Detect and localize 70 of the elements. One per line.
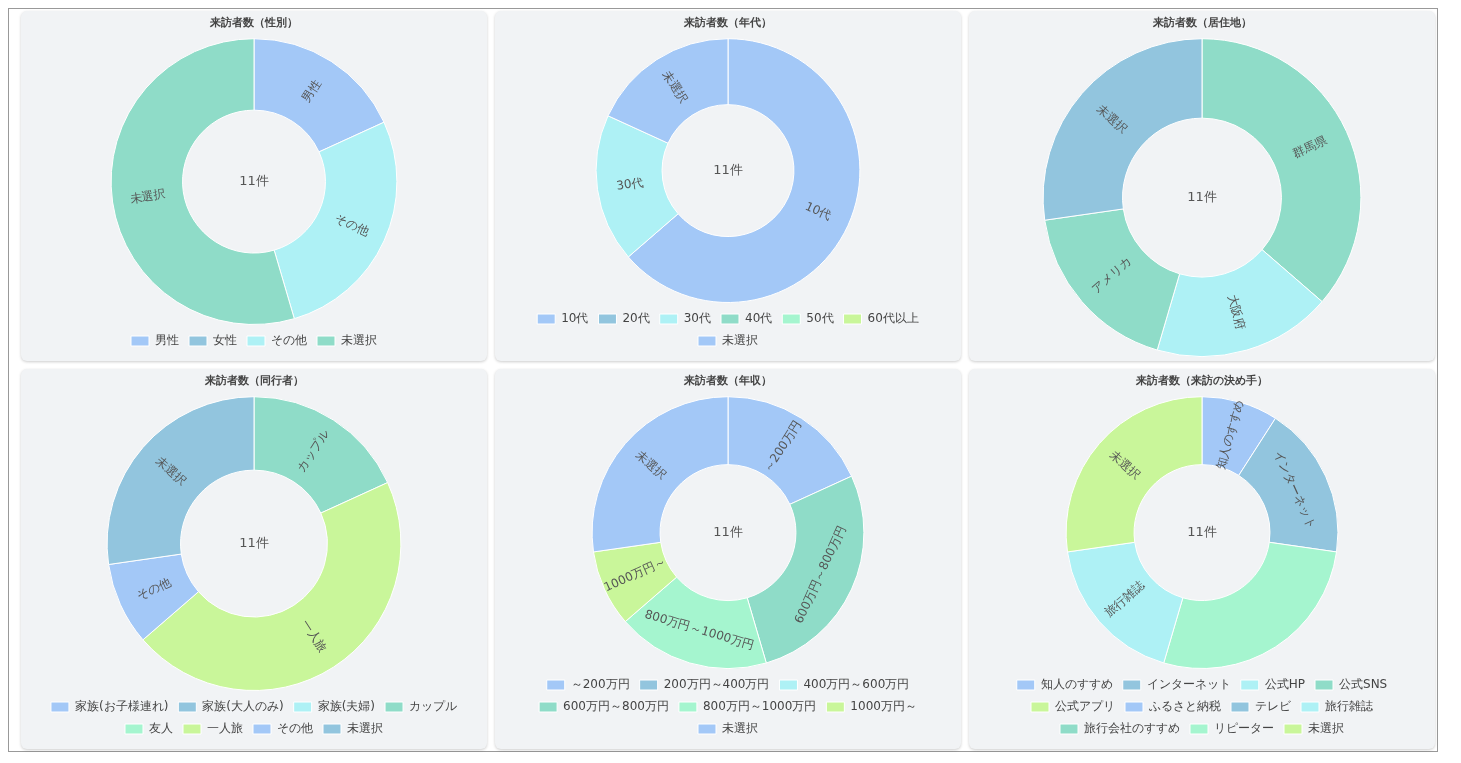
legend-label: 60代以上: [867, 311, 919, 326]
chart-title: 来訪者数（居住地）: [1151, 16, 1252, 30]
legend-label: 友人: [149, 721, 173, 736]
text: 11件: [1187, 188, 1217, 204]
legend-label: 未選択: [722, 333, 758, 348]
legend-label: その他: [277, 721, 313, 736]
slice-label: インターネット: [1271, 448, 1320, 532]
legend-label: 未選択: [722, 721, 758, 736]
legend-label: 600万円～800万円: [563, 699, 669, 714]
legend-label: 男性: [155, 333, 179, 348]
legend-label: 40代: [745, 311, 773, 326]
slice-label: その他: [332, 211, 372, 240]
slice-label: 未選択: [153, 453, 190, 488]
chart-title: 来訪者数（同行者）: [203, 374, 304, 388]
legend-label: インターネット: [1146, 677, 1231, 692]
legend-label: 50代: [806, 311, 834, 326]
slice-label: 知人のすすめ: [1213, 398, 1247, 472]
legend-label: 800万円～1000万円: [702, 699, 817, 714]
slice-label: 10代: [803, 198, 834, 223]
legend-label: 一人旅: [207, 721, 243, 736]
legend-label: 未選択: [1308, 721, 1344, 736]
legend-label: 200万円～400万円: [663, 677, 770, 692]
legend-label: テレビ: [1255, 699, 1292, 714]
legend-label: 公式HP: [1264, 677, 1306, 692]
slice-label: アメリカ: [1088, 253, 1135, 296]
legend-label: 家族(大人のみ): [202, 699, 284, 714]
legend-label: 20代: [622, 311, 650, 326]
legend-label: ～200万円: [570, 677, 630, 692]
legend-label: 400万円～600万円: [803, 677, 910, 692]
text: 11件: [1187, 523, 1217, 539]
legend-label: カップル: [409, 699, 458, 714]
legend-label: 10代: [561, 311, 589, 326]
slice-label: 旅行雑誌: [1101, 577, 1148, 620]
legend-label: 公式SNS: [1339, 677, 1388, 692]
text: 11件: [239, 534, 269, 550]
slice-label: 未選択: [633, 448, 670, 483]
chart-title: 来訪者数（性別）: [209, 16, 298, 30]
slice-label: 未選択: [1107, 448, 1144, 483]
legend-label: 女性: [213, 333, 237, 348]
legend-label: 旅行雑誌: [1325, 699, 1373, 714]
legend-label: 知人のすすめ: [1040, 677, 1113, 692]
legend-label: 公式アプリ: [1055, 699, 1115, 714]
chart-title: 来訪者数（年代）: [683, 16, 772, 30]
slice-label: その他: [134, 574, 173, 603]
legend-label: その他: [271, 333, 307, 348]
slice-label: 未選択: [128, 186, 167, 206]
slice-label: カップル: [293, 426, 332, 475]
legend-label: 旅行会社のすすめ: [1084, 721, 1180, 736]
slice-label: 一人旅: [298, 616, 330, 655]
legend-label: 家族(お子様連れ): [74, 699, 169, 714]
legend-label: 未選択: [347, 721, 383, 736]
slice-label: 600万円～800万円: [791, 523, 849, 626]
slice-label: 未選択: [659, 67, 691, 106]
chart-title: 来訪者数（来訪の決め手）: [1135, 374, 1268, 388]
slice-label: 男性: [298, 77, 324, 105]
legend-label: 未選択: [341, 333, 377, 348]
legend-label: 30代: [683, 311, 712, 326]
legend-label: 1000万円～: [850, 699, 917, 714]
text: 11件: [713, 523, 743, 539]
slice-label: 30代: [615, 174, 645, 193]
slice-label: 800万円～1000万円: [643, 606, 756, 653]
legend-label: ふるさと納税: [1148, 699, 1221, 714]
chart-title: 来訪者数（年収）: [683, 374, 772, 388]
text: 11件: [239, 172, 269, 188]
slice-label: 群馬県: [1290, 133, 1330, 162]
legend-label: 家族(夫婦): [317, 699, 376, 714]
legend-label: リピーター: [1214, 721, 1274, 736]
text: 11件: [713, 161, 743, 177]
slice-label: 未選択: [1094, 101, 1131, 136]
slice-label: 大阪府: [1224, 292, 1249, 331]
